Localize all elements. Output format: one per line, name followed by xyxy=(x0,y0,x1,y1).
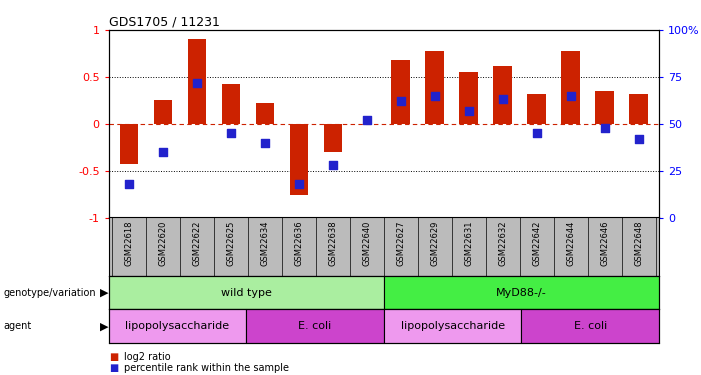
Text: percentile rank within the sample: percentile rank within the sample xyxy=(124,363,289,373)
Text: GSM22636: GSM22636 xyxy=(294,220,304,266)
Point xyxy=(565,93,576,99)
Text: GSM22646: GSM22646 xyxy=(600,220,609,266)
Bar xyxy=(391,60,410,124)
Point xyxy=(599,124,610,130)
Text: GSM22642: GSM22642 xyxy=(532,220,541,266)
Bar xyxy=(109,309,246,343)
Bar xyxy=(522,309,659,343)
Text: lipopolysaccharide: lipopolysaccharide xyxy=(400,321,505,331)
Bar xyxy=(384,276,659,309)
Point xyxy=(463,108,475,114)
Bar xyxy=(290,124,308,195)
Bar xyxy=(595,91,614,124)
Text: ▶: ▶ xyxy=(100,288,108,297)
Text: GSM22632: GSM22632 xyxy=(498,220,508,266)
Text: GSM22644: GSM22644 xyxy=(566,220,575,266)
Text: GSM22622: GSM22622 xyxy=(193,220,201,266)
Text: ▶: ▶ xyxy=(100,321,108,331)
Text: GSM22620: GSM22620 xyxy=(158,220,168,266)
Point xyxy=(158,149,169,155)
Text: GSM22640: GSM22640 xyxy=(362,220,372,266)
Text: GSM22618: GSM22618 xyxy=(125,220,133,266)
Bar xyxy=(154,100,172,124)
Text: E. coli: E. coli xyxy=(573,321,607,331)
Text: log2 ratio: log2 ratio xyxy=(124,352,171,362)
Point xyxy=(531,130,543,136)
Bar xyxy=(459,72,478,124)
Point xyxy=(293,181,304,187)
Text: MyD88-/-: MyD88-/- xyxy=(496,288,547,297)
Bar xyxy=(384,309,522,343)
Point xyxy=(361,117,372,123)
Bar xyxy=(256,103,274,124)
Text: GSM22631: GSM22631 xyxy=(464,220,473,266)
Text: lipopolysaccharide: lipopolysaccharide xyxy=(125,321,229,331)
Text: E. coli: E. coli xyxy=(299,321,332,331)
Text: GSM22634: GSM22634 xyxy=(260,220,269,266)
Point xyxy=(191,80,203,86)
Text: GDS1705 / 11231: GDS1705 / 11231 xyxy=(109,16,219,29)
Bar xyxy=(246,309,384,343)
Text: GSM22638: GSM22638 xyxy=(328,220,337,266)
Point xyxy=(225,130,236,136)
Point xyxy=(327,162,339,168)
Text: agent: agent xyxy=(4,321,32,331)
Bar xyxy=(222,84,240,124)
Text: genotype/variation: genotype/variation xyxy=(4,288,96,297)
Text: wild type: wild type xyxy=(221,288,272,297)
Bar xyxy=(188,39,206,124)
Bar xyxy=(494,66,512,124)
Point xyxy=(259,140,271,146)
Bar xyxy=(562,51,580,124)
Bar xyxy=(426,51,444,124)
Text: GSM22629: GSM22629 xyxy=(430,220,440,266)
Point xyxy=(633,136,644,142)
Text: ■: ■ xyxy=(109,363,118,373)
Bar xyxy=(120,124,138,164)
Bar xyxy=(629,94,648,124)
Point xyxy=(123,181,135,187)
Bar xyxy=(323,124,342,152)
Point xyxy=(497,96,508,102)
Bar xyxy=(527,94,546,124)
Text: GSM22627: GSM22627 xyxy=(396,220,405,266)
Point xyxy=(395,98,407,104)
Text: GSM22648: GSM22648 xyxy=(634,220,643,266)
Text: GSM22625: GSM22625 xyxy=(226,220,236,266)
Text: ■: ■ xyxy=(109,352,118,362)
Bar xyxy=(109,276,384,309)
Point xyxy=(429,93,440,99)
